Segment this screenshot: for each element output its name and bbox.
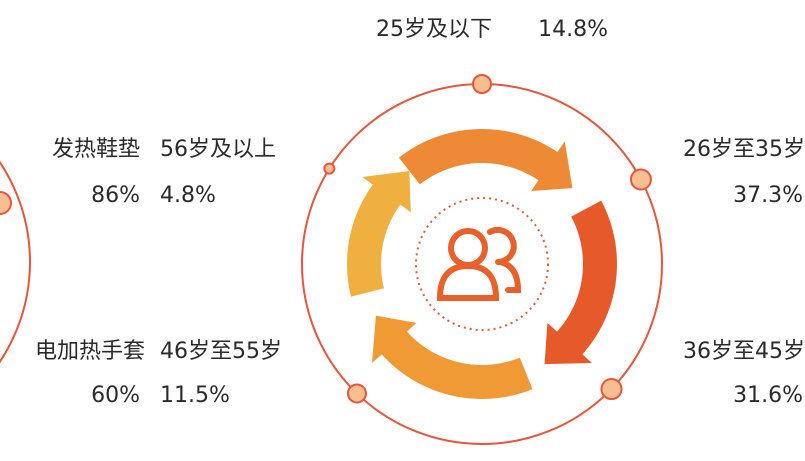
item-value: 86%	[91, 183, 140, 208]
left-ring	[0, 160, 31, 364]
age-label: 25岁及以下	[376, 17, 492, 42]
item-label: 发热鞋垫	[52, 137, 140, 162]
people-icon	[436, 227, 522, 301]
age-label: 26岁至35岁	[683, 137, 805, 162]
ring-dot	[346, 383, 367, 404]
ring-dots	[323, 74, 652, 404]
ring-dot	[323, 162, 336, 175]
item-value: 60%	[91, 383, 140, 408]
age-value: 11.5%	[160, 383, 230, 408]
icon-body	[436, 262, 500, 301]
age-value: 4.8%	[160, 183, 216, 208]
age-value: 31.6%	[733, 383, 803, 408]
age-label: 36岁至45岁	[683, 339, 805, 364]
cycle-arrow	[372, 315, 533, 399]
item-label: 电加热手套	[35, 339, 145, 364]
cycle-arrow	[347, 171, 411, 297]
left-dot	[0, 191, 12, 215]
cycle-arrow	[398, 129, 573, 192]
center-ring	[415, 197, 549, 331]
icon-back-person	[487, 227, 522, 293]
age-label: 56岁及以上	[160, 137, 276, 162]
cycle-arrows	[347, 129, 617, 399]
cycle-arrow	[544, 200, 617, 365]
age-label: 46岁至55岁	[160, 339, 282, 364]
ring-dot	[629, 168, 652, 191]
icon-head	[448, 228, 488, 268]
ring-dot	[600, 378, 623, 401]
age-value: 14.8%	[538, 17, 608, 42]
age-value: 37.3%	[733, 183, 803, 208]
ring-dot	[472, 74, 492, 94]
